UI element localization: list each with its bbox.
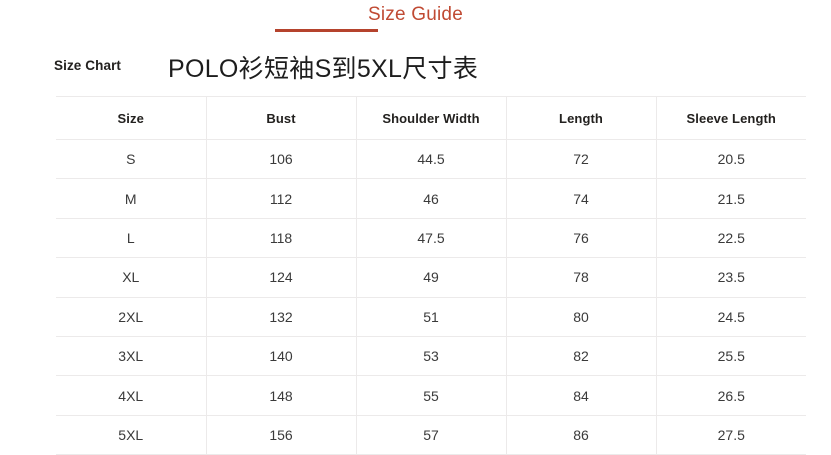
size-guide-underline (275, 29, 378, 32)
cell-bust: 132 (206, 297, 357, 337)
cell-sleeve-length: 22.5 (656, 218, 806, 259)
cell-length: 84 (506, 375, 657, 416)
cell-shoulder-width: 55 (356, 375, 507, 416)
cell-length: 86 (506, 415, 657, 455)
table-row: 5XL 156 57 86 27.5 (56, 415, 806, 455)
cell-size: XL (56, 257, 207, 298)
cell-length: 76 (506, 218, 657, 259)
size-guide-heading-container: Size Guide (0, 4, 831, 30)
column-header-size: Size (56, 96, 207, 140)
table-body: S 106 44.5 72 20.5 M 112 46 74 21.5 L 11… (56, 139, 806, 455)
cell-shoulder-width: 51 (356, 297, 507, 337)
cell-size: S (56, 139, 207, 180)
chart-main-title: POLO衫短袖S到5XL尺寸表 (168, 55, 479, 83)
column-header-sleeve-length: Sleeve Length (656, 96, 806, 140)
cell-size: 5XL (56, 415, 207, 455)
cell-size: L (56, 218, 207, 259)
cell-bust: 148 (206, 375, 357, 416)
cell-shoulder-width: 49 (356, 257, 507, 298)
size-chart-label: Size Chart (54, 58, 122, 73)
table-row: XL 124 49 78 23.5 (56, 257, 806, 298)
cell-sleeve-length: 24.5 (656, 297, 806, 337)
table-row: M 112 46 74 21.5 (56, 178, 806, 219)
table-row: L 118 47.5 76 22.5 (56, 218, 806, 259)
size-table-container: Size Bust Shoulder Width Length Sleeve L… (56, 96, 806, 455)
table-header: Size Bust Shoulder Width Length Sleeve L… (56, 96, 806, 140)
cell-size: 4XL (56, 375, 207, 416)
cell-sleeve-length: 21.5 (656, 178, 806, 219)
cell-bust: 118 (206, 218, 357, 259)
cell-length: 78 (506, 257, 657, 298)
cell-sleeve-length: 25.5 (656, 336, 806, 377)
cell-sleeve-length: 27.5 (656, 415, 806, 455)
column-header-length: Length (506, 96, 657, 140)
cell-shoulder-width: 46 (356, 178, 507, 219)
cell-length: 74 (506, 178, 657, 219)
cell-size: 3XL (56, 336, 207, 377)
cell-shoulder-width: 44.5 (356, 139, 507, 180)
table-row: 4XL 148 55 84 26.5 (56, 375, 806, 416)
table-row: 3XL 140 53 82 25.5 (56, 336, 806, 377)
size-guide-title: Size Guide (368, 4, 463, 25)
cell-size: M (56, 178, 207, 219)
cell-bust: 156 (206, 415, 357, 455)
cell-shoulder-width: 57 (356, 415, 507, 455)
cell-shoulder-width: 53 (356, 336, 507, 377)
cell-length: 72 (506, 139, 657, 180)
cell-bust: 106 (206, 139, 357, 180)
chart-title-row: Size Chart POLO衫短袖S到5XL尺寸表 (0, 52, 831, 92)
cell-length: 82 (506, 336, 657, 377)
size-chart-table: Size Bust Shoulder Width Length Sleeve L… (56, 96, 806, 455)
cell-sleeve-length: 26.5 (656, 375, 806, 416)
cell-length: 80 (506, 297, 657, 337)
cell-sleeve-length: 20.5 (656, 139, 806, 180)
cell-bust: 112 (206, 178, 357, 219)
table-header-row: Size Bust Shoulder Width Length Sleeve L… (56, 96, 806, 140)
table-row: 2XL 132 51 80 24.5 (56, 297, 806, 337)
column-header-shoulder-width: Shoulder Width (356, 96, 507, 140)
cell-sleeve-length: 23.5 (656, 257, 806, 298)
table-row: S 106 44.5 72 20.5 (56, 139, 806, 180)
cell-shoulder-width: 47.5 (356, 218, 507, 259)
column-header-bust: Bust (206, 96, 357, 140)
cell-bust: 140 (206, 336, 357, 377)
cell-bust: 124 (206, 257, 357, 298)
cell-size: 2XL (56, 297, 207, 337)
